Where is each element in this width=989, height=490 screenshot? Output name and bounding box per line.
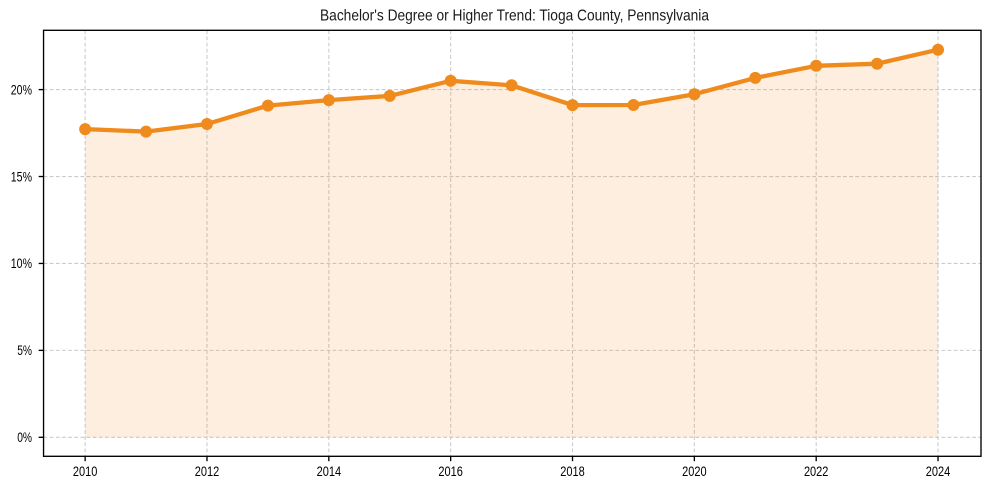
svg-text:2018: 2018	[560, 463, 585, 479]
svg-text:2014: 2014	[317, 463, 342, 479]
svg-text:15%: 15%	[11, 168, 32, 184]
svg-text:2024: 2024	[926, 463, 951, 479]
svg-text:2012: 2012	[195, 463, 220, 479]
svg-text:2010: 2010	[73, 463, 98, 479]
svg-text:0%: 0%	[17, 429, 32, 445]
svg-text:2016: 2016	[438, 463, 463, 479]
svg-text:10%: 10%	[11, 255, 32, 271]
svg-text:2022: 2022	[804, 463, 829, 479]
svg-text:2020: 2020	[682, 463, 707, 479]
svg-text:5%: 5%	[17, 342, 32, 358]
svg-text:Bachelor's Degree or Higher Tr: Bachelor's Degree or Higher Trend: Tioga…	[320, 8, 709, 25]
svg-text:20%: 20%	[11, 81, 32, 97]
